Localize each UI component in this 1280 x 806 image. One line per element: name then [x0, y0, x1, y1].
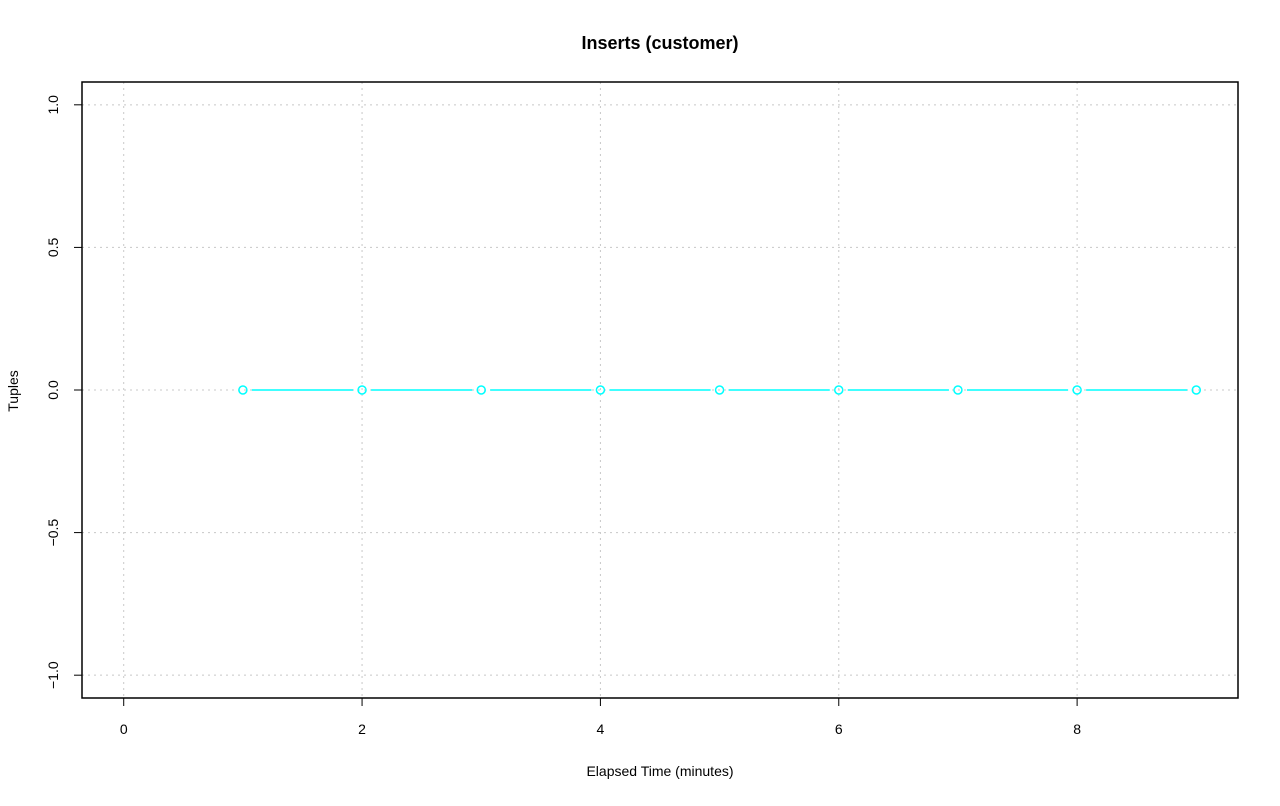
x-tick-label: 8: [1073, 721, 1081, 737]
data-point: [1072, 385, 1082, 395]
x-tick-label: 4: [597, 721, 605, 737]
y-axis-label: Tuples: [5, 370, 21, 412]
x-tick-label: 2: [358, 721, 366, 737]
data-point: [834, 385, 844, 395]
x-tick-label: 6: [835, 721, 843, 737]
x-tick-label: 0: [120, 721, 128, 737]
y-tick-label: 0.5: [45, 237, 61, 257]
x-axis-label: Elapsed Time (minutes): [586, 763, 733, 779]
data-point: [357, 385, 367, 395]
chart-title: Inserts (customer): [581, 33, 738, 53]
axes: 0 2 4 6 8 −1.0 −0.5 0.0 0.5 1.0: [45, 95, 1081, 737]
y-tick-label: 0.0: [45, 380, 61, 400]
data-point: [476, 385, 486, 395]
data-point: [953, 385, 963, 395]
y-tick-label: −0.5: [45, 519, 61, 547]
series: [238, 385, 1202, 395]
data-point: [1191, 385, 1202, 395]
plot-frame: [81, 81, 1239, 699]
y-tick-label: −1.0: [45, 661, 61, 689]
y-tick-label: 1.0: [45, 95, 61, 115]
data-point: [595, 385, 606, 395]
data-point: [238, 385, 248, 395]
data-point: [714, 385, 725, 395]
